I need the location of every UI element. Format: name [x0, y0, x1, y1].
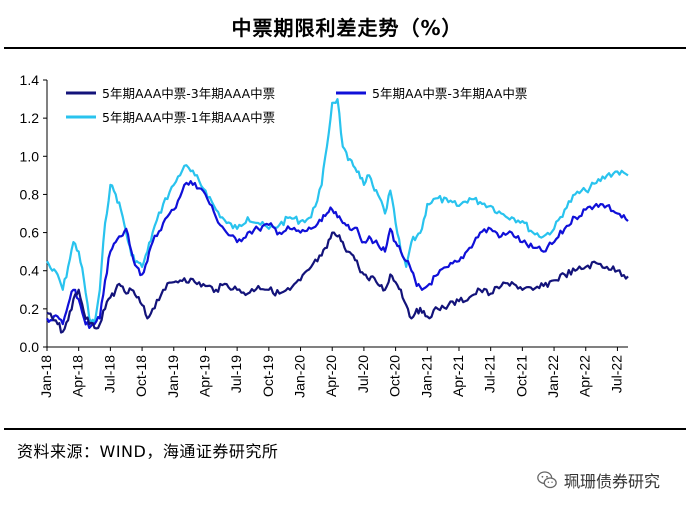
y-tick-label: 0.6 [20, 225, 40, 241]
y-tick-label: 1.2 [20, 110, 40, 126]
x-tick-label: Jul-22 [608, 355, 624, 393]
x-tick-label: Oct-18 [133, 355, 149, 397]
y-tick-label: 0.4 [20, 263, 40, 279]
x-tick-label: Apr-21 [450, 355, 466, 397]
x-tick-label: Jul-21 [482, 355, 498, 393]
x-tick-label: Jul-20 [355, 355, 371, 393]
x-tick-label: Jul-18 [101, 355, 117, 393]
x-tick-label: Jan-18 [38, 355, 54, 398]
chart-legend: 5年期AAA中票-3年期AAA中票 5年期AA中票-3年期AA中票 5年期AAA中票… [66, 86, 527, 125]
x-tick-label: Jan-19 [165, 355, 181, 398]
x-tick-label: Apr-18 [70, 355, 86, 397]
chart-series [46, 98, 629, 334]
legend-label-1: 5年期AAA中票-3年期AAA中票 [102, 86, 275, 101]
x-tick-label: Oct-21 [513, 355, 529, 397]
y-tick-label: 1.4 [20, 72, 40, 88]
series-line-2 [46, 180, 629, 329]
source-note: 资料来源：WIND，海通证券研究所 [17, 442, 279, 461]
legend-label-3: 5年期AAA中票-1年期AAA中票 [102, 110, 275, 125]
source-rule [4, 428, 686, 430]
legend-label-2: 5年期AA中票-3年期AA中票 [372, 86, 527, 101]
series-line-1 [46, 231, 629, 334]
watermark: 珮珊债券研究 [536, 468, 660, 492]
wechat-icon [537, 471, 557, 489]
chart-title: 中票期限利差走势（%） [231, 16, 463, 40]
chart-axes: 0.0 0.2 0.4 0.6 0.8 1.0 1.2 1.4 Jan-18 Apr-18 Jul-… [20, 72, 628, 398]
x-tick-label: Jan-21 [418, 355, 434, 398]
y-tick-label: 0.0 [20, 339, 40, 355]
title-rule [4, 47, 686, 49]
x-tick-label: Apr-19 [196, 355, 212, 397]
line-chart: 0.0 0.2 0.4 0.6 0.8 1.0 1.2 1.4 Jan-18 Apr-18 Jul-… [20, 72, 629, 398]
x-tick-label: Apr-22 [577, 355, 593, 397]
x-tick-label: Jul-19 [228, 355, 244, 393]
x-tick-label: Jan-20 [292, 355, 308, 398]
y-tick-label: 0.2 [20, 301, 40, 317]
x-tick-label: Oct-20 [387, 355, 403, 397]
x-tick-label: Jan-22 [545, 355, 561, 398]
watermark-text: 珮珊债券研究 [564, 472, 661, 491]
x-tick-label: Apr-20 [323, 355, 339, 397]
y-tick-label: 0.8 [20, 186, 40, 202]
x-tick-label: Oct-19 [260, 355, 276, 397]
y-tick-label: 1.0 [20, 148, 40, 164]
